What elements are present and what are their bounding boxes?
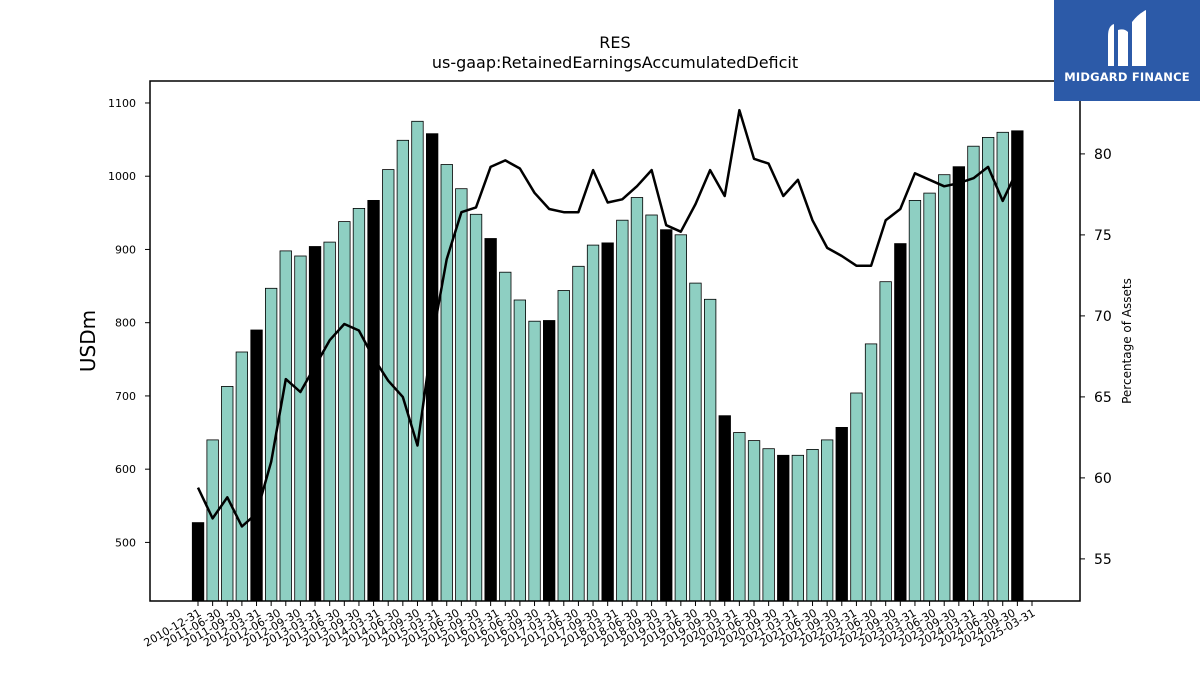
bar <box>908 199 922 602</box>
bar <box>338 221 351 602</box>
logo-mark-icon <box>1108 10 1146 66</box>
bar <box>938 174 951 602</box>
bar <box>806 448 819 602</box>
bar <box>1011 130 1024 602</box>
bar <box>469 213 483 602</box>
percentage-line <box>196 108 1019 528</box>
bar <box>294 255 307 602</box>
bar <box>747 440 761 602</box>
y2-tick-label: 70 <box>1094 309 1112 325</box>
chart-subtitle: us-gaap:RetainedEarningsAccumulatedDefic… <box>432 53 798 72</box>
bar <box>572 265 585 602</box>
bar <box>250 329 263 602</box>
bar-series <box>191 120 1024 602</box>
y-tick-label: 800 <box>115 317 136 330</box>
y-tick-label: 1000 <box>108 170 136 183</box>
bar <box>499 271 512 602</box>
bar <box>235 351 249 602</box>
y-tick-label: 600 <box>115 463 136 476</box>
bar <box>982 136 995 602</box>
bar <box>674 234 687 602</box>
brand-logo: MIDGARD FINANCE <box>1054 0 1200 101</box>
bar <box>308 246 322 602</box>
bar <box>660 229 673 602</box>
y-tick-label: 900 <box>115 243 136 256</box>
y2-tick-label: 65 <box>1094 390 1112 406</box>
bar <box>513 299 526 602</box>
bar <box>967 145 980 602</box>
bar <box>996 131 1009 602</box>
bar <box>557 290 570 602</box>
y-tick-label: 700 <box>115 390 136 403</box>
y2-tick-label: 55 <box>1094 552 1112 568</box>
bar <box>206 439 219 602</box>
chart-title: RES <box>599 33 630 52</box>
bar <box>616 219 629 602</box>
bar <box>850 392 863 602</box>
bar <box>440 164 453 602</box>
y-tick-label: 1100 <box>108 97 136 110</box>
bar <box>191 522 205 602</box>
bar <box>923 192 936 602</box>
y2-tick-label: 60 <box>1094 471 1112 487</box>
axes: 500600700800900100011005560657075802010-… <box>108 80 1112 650</box>
bar <box>704 298 717 602</box>
bar <box>543 320 556 602</box>
bar <box>601 242 614 602</box>
y2-tick-label: 75 <box>1094 228 1112 244</box>
bar <box>733 432 746 602</box>
plot-frame <box>149 80 1081 602</box>
line-series <box>196 108 1019 528</box>
bar <box>455 188 468 602</box>
y2-tick-label: 80 <box>1094 147 1112 163</box>
bar <box>952 166 965 602</box>
brand-name: MIDGARD FINANCE <box>1064 70 1190 84</box>
bar <box>821 439 834 602</box>
bar <box>630 197 644 602</box>
bar <box>894 243 907 602</box>
y-tick-label: 500 <box>115 536 136 549</box>
bar <box>323 241 336 602</box>
bar <box>762 448 775 602</box>
bar <box>411 120 424 602</box>
bar <box>586 244 600 602</box>
bar <box>484 238 497 602</box>
bar <box>279 250 292 602</box>
bar <box>221 385 234 602</box>
bar <box>777 454 790 602</box>
y-axis-label: USDm <box>76 310 100 372</box>
bar <box>718 415 731 602</box>
bar <box>689 282 702 602</box>
bar <box>645 214 658 602</box>
bar <box>352 207 366 602</box>
bar <box>791 454 804 602</box>
bar <box>864 343 878 602</box>
bar <box>396 139 410 602</box>
bar <box>835 426 848 602</box>
bar <box>528 320 541 602</box>
y2-axis-label: Percentage of Assets <box>1120 278 1134 404</box>
bar <box>879 281 892 602</box>
bar <box>367 199 380 602</box>
